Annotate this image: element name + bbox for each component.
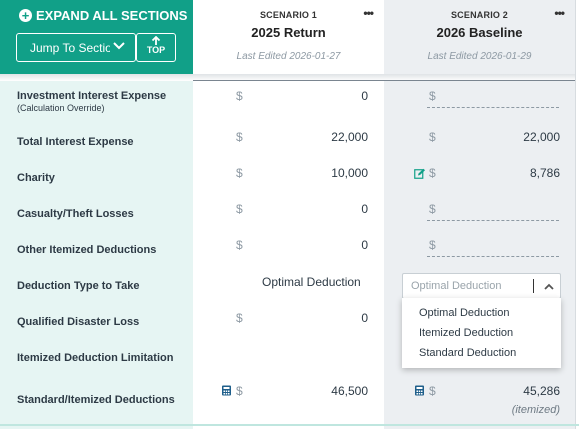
currency-symbol: $ xyxy=(429,384,436,398)
currency-symbol: $ xyxy=(236,89,243,103)
expand-all-label: EXPAND ALL SECTIONS xyxy=(36,7,188,23)
scenario-1-name: 2025 Return xyxy=(251,25,326,40)
row-label-casualty: Casualty/Theft Losses xyxy=(17,208,134,220)
scenario-1-investment-interest-input[interactable]: 0 xyxy=(361,89,368,103)
scenario-1-column xyxy=(193,81,384,429)
currency-symbol: $ xyxy=(236,238,243,252)
scenario-1-total-interest-value: 22,000 xyxy=(331,130,368,144)
arrow-up-icon xyxy=(151,36,161,45)
row-label-itemized-limitation: Itemized Deduction Limitation xyxy=(17,352,174,364)
scrollbar-edge xyxy=(575,0,579,429)
scenario-1-last-edited: Last Edited 2026-01-27 xyxy=(236,51,341,62)
more-options-icon[interactable]: ••• xyxy=(554,6,565,20)
scenario-2-header: SCENARIO 2 ••• 2026 Baseline Last Edited… xyxy=(384,0,575,74)
scenario-1-other-itemized-input[interactable]: 0 xyxy=(361,238,368,252)
scenario-2-other-itemized-input[interactable] xyxy=(427,256,559,257)
scenario-2-itemized-note: (itemized) xyxy=(511,404,560,416)
header-shadow xyxy=(0,74,579,81)
header-panel: + EXPAND ALL SECTIONS Jump To Sectio TOP xyxy=(0,0,193,74)
row-label-investment-interest: Investment Interest Expense xyxy=(17,90,167,102)
currency-symbol: $ xyxy=(236,166,243,180)
scenario-2-name: 2026 Baseline xyxy=(436,25,523,40)
select-placeholder: Optimal Deduction xyxy=(411,280,502,292)
more-options-icon[interactable]: ••• xyxy=(363,6,374,20)
calculator-icon[interactable] xyxy=(414,385,425,396)
edit-icon[interactable] xyxy=(414,168,426,179)
scenario-2-investment-interest-input[interactable] xyxy=(427,107,559,108)
top-label: TOP xyxy=(146,45,166,55)
scenario-2-standard-itemized-value: 45,286 xyxy=(523,384,560,398)
scenario-1-label: SCENARIO 1 xyxy=(259,10,317,20)
scenario-2-column xyxy=(384,81,575,429)
currency-symbol: $ xyxy=(236,311,243,325)
header-divider xyxy=(193,80,579,81)
row-label-charity: Charity xyxy=(17,172,55,184)
row-sublabel-calculation-override: (Calculation Override) xyxy=(17,103,105,113)
jump-to-section-label: Jump To Sectio xyxy=(30,40,110,55)
expand-all-sections-button[interactable]: + EXPAND ALL SECTIONS xyxy=(19,7,187,23)
text-cursor xyxy=(533,279,534,293)
jump-to-section-select[interactable]: Jump To Sectio xyxy=(16,33,136,62)
scenario-1-deduction-type-value[interactable]: Optimal Deduction xyxy=(262,275,361,289)
calculator-icon[interactable] xyxy=(221,385,232,396)
scenario-2-charity-value[interactable]: 8,786 xyxy=(529,166,560,180)
chevron-up-icon[interactable] xyxy=(543,281,555,293)
scenario-1-header: SCENARIO 1 ••• 2025 Return Last Edited 2… xyxy=(193,0,384,74)
currency-symbol: $ xyxy=(236,202,243,216)
scenario-2-casualty-input[interactable] xyxy=(427,220,559,221)
deduction-type-options-menu: Optimal Deduction Itemized Deduction Sta… xyxy=(402,298,561,368)
currency-symbol: $ xyxy=(429,202,436,216)
option-optimal-deduction[interactable]: Optimal Deduction xyxy=(419,307,510,319)
currency-symbol: $ xyxy=(429,89,436,103)
row-label-other-itemized: Other Itemized Deductions xyxy=(17,244,157,256)
currency-symbol: $ xyxy=(429,130,436,144)
scenario-2-total-interest-value: 22,000 xyxy=(523,130,560,144)
option-itemized-deduction[interactable]: Itemized Deduction xyxy=(419,327,514,339)
scenario-1-standard-itemized-value: 46,500 xyxy=(331,384,368,398)
scenario-1-disaster-loss-input[interactable]: 0 xyxy=(361,311,368,325)
scenario-2-last-edited: Last Edited 2026-01-29 xyxy=(427,51,532,62)
row-label-disaster-loss: Qualified Disaster Loss xyxy=(17,316,140,328)
plus-circle-icon: + xyxy=(19,8,32,22)
option-standard-deduction[interactable]: Standard Deduction xyxy=(419,347,517,359)
scenario-1-casualty-input[interactable]: 0 xyxy=(361,202,368,216)
chevron-down-icon xyxy=(113,42,125,50)
currency-symbol: $ xyxy=(429,238,436,252)
scenario-2-deduction-type-select[interactable]: Optimal Deduction xyxy=(402,273,561,299)
row-label-total-interest: Total Interest Expense xyxy=(17,136,134,148)
row-label-standard-itemized: Standard/Itemized Deductions xyxy=(17,394,175,406)
scenario-2-label: SCENARIO 2 xyxy=(450,10,508,20)
currency-symbol: $ xyxy=(429,166,436,180)
scenario-1-charity-input[interactable]: 10,000 xyxy=(331,166,368,180)
back-to-top-button[interactable]: TOP xyxy=(136,33,176,62)
currency-symbol: $ xyxy=(236,130,243,144)
row-labels-column xyxy=(0,81,193,429)
currency-symbol: $ xyxy=(236,384,243,398)
row-label-deduction-type: Deduction Type to Take xyxy=(17,280,140,292)
bottom-divider xyxy=(0,424,579,426)
